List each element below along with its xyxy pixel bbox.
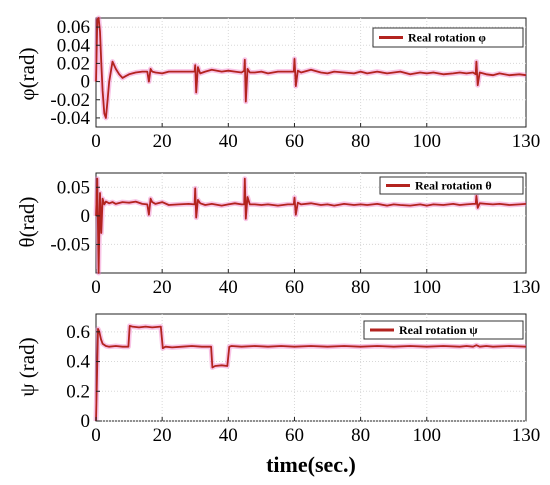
y-tick-label-psi: 0.2 <box>66 381 90 402</box>
x-tick-label-phi: 0 <box>91 131 101 152</box>
x-tick-label-theta: 80 <box>351 277 370 298</box>
x-tick-label-theta: 20 <box>153 277 172 298</box>
series-line-phi <box>95 17 527 119</box>
y-tick-label-phi: -0.02 <box>50 90 90 111</box>
x-tick-label-theta: 60 <box>285 277 304 298</box>
series-line-psi <box>95 324 527 422</box>
y-tick-label-phi: 0.02 <box>57 53 90 74</box>
y-tick-label-phi: -0.04 <box>50 108 90 129</box>
x-tick-label-theta: 40 <box>219 277 238 298</box>
x-tick-label-psi: 130 <box>512 425 541 446</box>
y-tick-label-theta: -0.05 <box>50 234 90 255</box>
x-tick-label-psi: 100 <box>413 425 442 446</box>
ticks-psi: 0 20 40 60 80 100 130 0.6 0.4 0.2 0 <box>66 322 540 446</box>
y-tick-label-theta: 0 <box>81 206 91 227</box>
y-axis-label-theta: θ(rad) <box>15 197 39 248</box>
x-tick-label-psi: 80 <box>351 425 370 446</box>
y-axis-label-psi: ψ (rad) <box>15 337 39 396</box>
x-tick-label-psi: 0 <box>91 425 101 446</box>
series-theta <box>93 176 527 276</box>
legend-psi: Real rotation ψ <box>363 320 524 340</box>
legend-theta: Real rotation θ <box>379 176 524 195</box>
x-tick-label-psi: 40 <box>219 425 238 446</box>
x-tick-label-phi: 100 <box>413 131 442 152</box>
legend-box-psi <box>363 320 524 340</box>
series-line-theta <box>95 177 527 274</box>
x-tick-label-phi: 130 <box>512 131 541 152</box>
y-tick-label-phi: 0.04 <box>57 35 91 56</box>
series-psi <box>93 323 527 422</box>
y-tick-label-phi: 0.06 <box>57 17 90 38</box>
legend-phi: Real rotation φ <box>372 27 524 48</box>
y-tick-label-psi: 0.4 <box>66 352 90 373</box>
legend-label-psi: Real rotation ψ <box>399 323 478 337</box>
x-tick-label-phi: 80 <box>351 131 370 152</box>
x-axis-label: time(sec.) <box>266 452 356 477</box>
y-tick-label-psi: 0 <box>81 411 91 432</box>
panel-psi: 0 20 40 60 80 100 130 0.6 0.4 0.2 0 ψ (rad) Real r… <box>15 313 540 477</box>
x-tick-label-theta: 130 <box>512 277 541 298</box>
y-tick-label-phi: 0 <box>81 72 91 93</box>
x-tick-label-phi: 40 <box>219 131 238 152</box>
y-axis-label-phi: φ(rad) <box>15 48 39 101</box>
x-tick-label-phi: 20 <box>153 131 172 152</box>
legend-label-theta: Real rotation θ <box>415 179 492 193</box>
legend-box-phi <box>372 27 524 48</box>
legend-box-theta <box>379 176 524 195</box>
x-tick-label-phi: 60 <box>285 131 304 152</box>
legend-label-phi: Real rotation φ <box>408 31 486 45</box>
x-tick-label-psi: 60 <box>285 425 304 446</box>
y-tick-label-psi: 0.6 <box>66 322 90 343</box>
x-tick-label-psi: 20 <box>153 425 172 446</box>
x-tick-label-theta: 100 <box>413 277 442 298</box>
ticks-theta: 0 20 40 60 80 100 130 0.05 0 -0.05 <box>50 177 540 298</box>
x-tick-label-theta: 0 <box>91 277 101 298</box>
y-tick-label-theta: 0.05 <box>57 177 90 198</box>
panel-theta: 0 20 40 60 80 100 130 0.05 0 -0.05 θ(rad) Real ro… <box>15 172 540 298</box>
series-phi <box>93 15 527 121</box>
